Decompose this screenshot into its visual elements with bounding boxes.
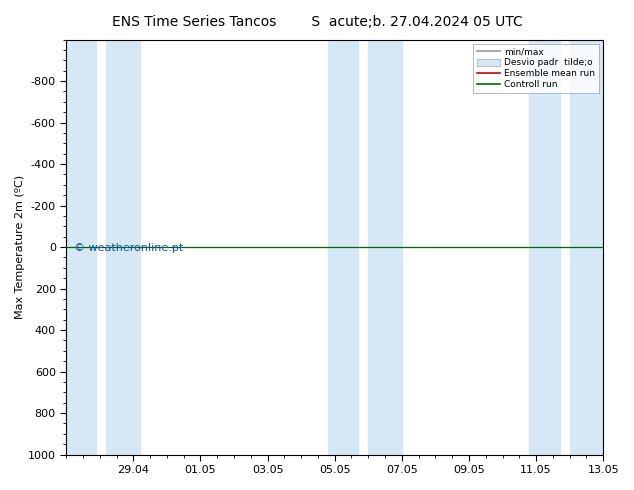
Text: © weatheronline.pt: © weatheronline.pt [74,243,183,253]
Text: ENS Time Series Tancos        S  acute;b. 27.04.2024 05 UTC: ENS Time Series Tancos S acute;b. 27.04.… [112,15,522,29]
Bar [368,40,402,455]
Legend: min/max, Desvio padr  tilde;o, Ensemble mean run, Controll run: min/max, Desvio padr tilde;o, Ensemble m… [474,44,598,93]
Bar [107,40,140,455]
Bar [529,40,560,455]
Bar [569,40,603,455]
Y-axis label: Max Temperature 2m (ºC): Max Temperature 2m (ºC) [15,175,25,319]
Bar [66,40,96,455]
Bar [328,40,358,455]
